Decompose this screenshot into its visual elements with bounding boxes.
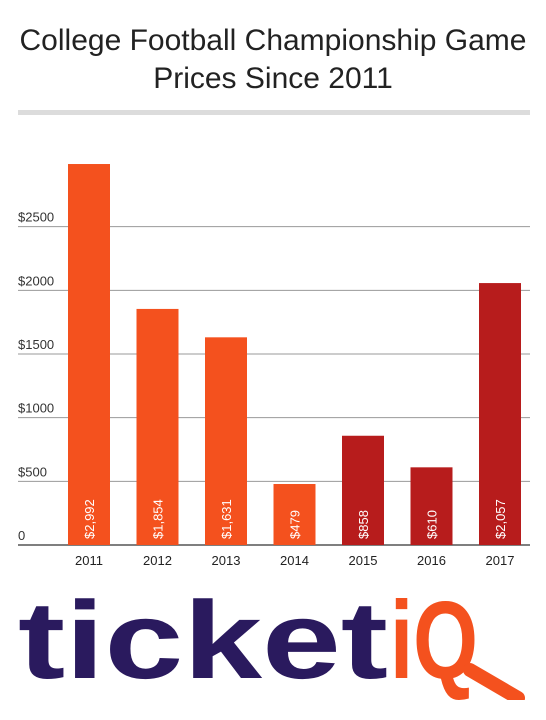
y-tick-label: 0 <box>18 528 25 543</box>
y-tick-label: $500 <box>18 464 47 479</box>
title-divider <box>18 110 530 115</box>
data-label: $858 <box>356 510 371 539</box>
x-tick-label: 2016 <box>417 553 446 568</box>
y-axis-labels: 0 $500 $1000 $1500 $2000 $2500 <box>18 210 54 543</box>
bar-2014 <box>273 484 316 545</box>
x-axis-labels: 2011 2012 2013 2014 2015 2016 2017 <box>75 553 514 568</box>
x-tick-label: 2015 <box>349 553 378 568</box>
x-tick-label: 2017 <box>486 553 515 568</box>
x-tick-label: 2013 <box>212 553 241 568</box>
ticketiq-logo: ticket iQ <box>18 580 525 700</box>
y-tick-label: $1500 <box>18 337 54 352</box>
y-tick-label: $1000 <box>18 401 54 416</box>
logo-text-iq: iQ <box>390 580 478 700</box>
bar-chart: 0$500$1000$1500$2000$2500 2011 2012 2013 20… <box>18 164 530 568</box>
logo-text-ticket: ticket <box>18 580 388 700</box>
chart-title-line-1: College Football Championship Game <box>19 24 527 57</box>
x-tick-label: 2014 <box>280 553 309 568</box>
data-label: $610 <box>425 510 440 539</box>
data-label: $1,854 <box>151 499 166 539</box>
bar-2011 <box>68 164 110 545</box>
data-label: $2,057 <box>493 499 508 539</box>
data-label: $479 <box>288 510 303 539</box>
svg-text:ticket: ticket <box>18 580 388 700</box>
magnifier-handle-icon <box>463 663 525 700</box>
data-labels: $2,992 $1,854 $1,631 $479 $858 $610 $2,057 <box>82 499 508 539</box>
bar-2016 <box>410 467 453 545</box>
y-tick-label: $2500 <box>18 210 54 225</box>
chart-title-line-2: Prices Since 2011 <box>153 62 393 95</box>
data-label: $1,631 <box>219 499 234 539</box>
svg-text:iQ: iQ <box>390 580 478 700</box>
chart-title: College Football Championship Game Price… <box>0 22 546 98</box>
x-tick-label: 2011 <box>75 553 103 568</box>
data-label: $2,992 <box>82 499 97 539</box>
bar-2015 <box>342 435 384 545</box>
bar-2017 <box>479 283 521 545</box>
x-tick-label: 2012 <box>143 553 172 568</box>
y-tick-label: $2000 <box>18 273 54 288</box>
bar-2012 <box>136 308 179 545</box>
bar-2013 <box>205 337 247 545</box>
bars <box>68 164 521 545</box>
